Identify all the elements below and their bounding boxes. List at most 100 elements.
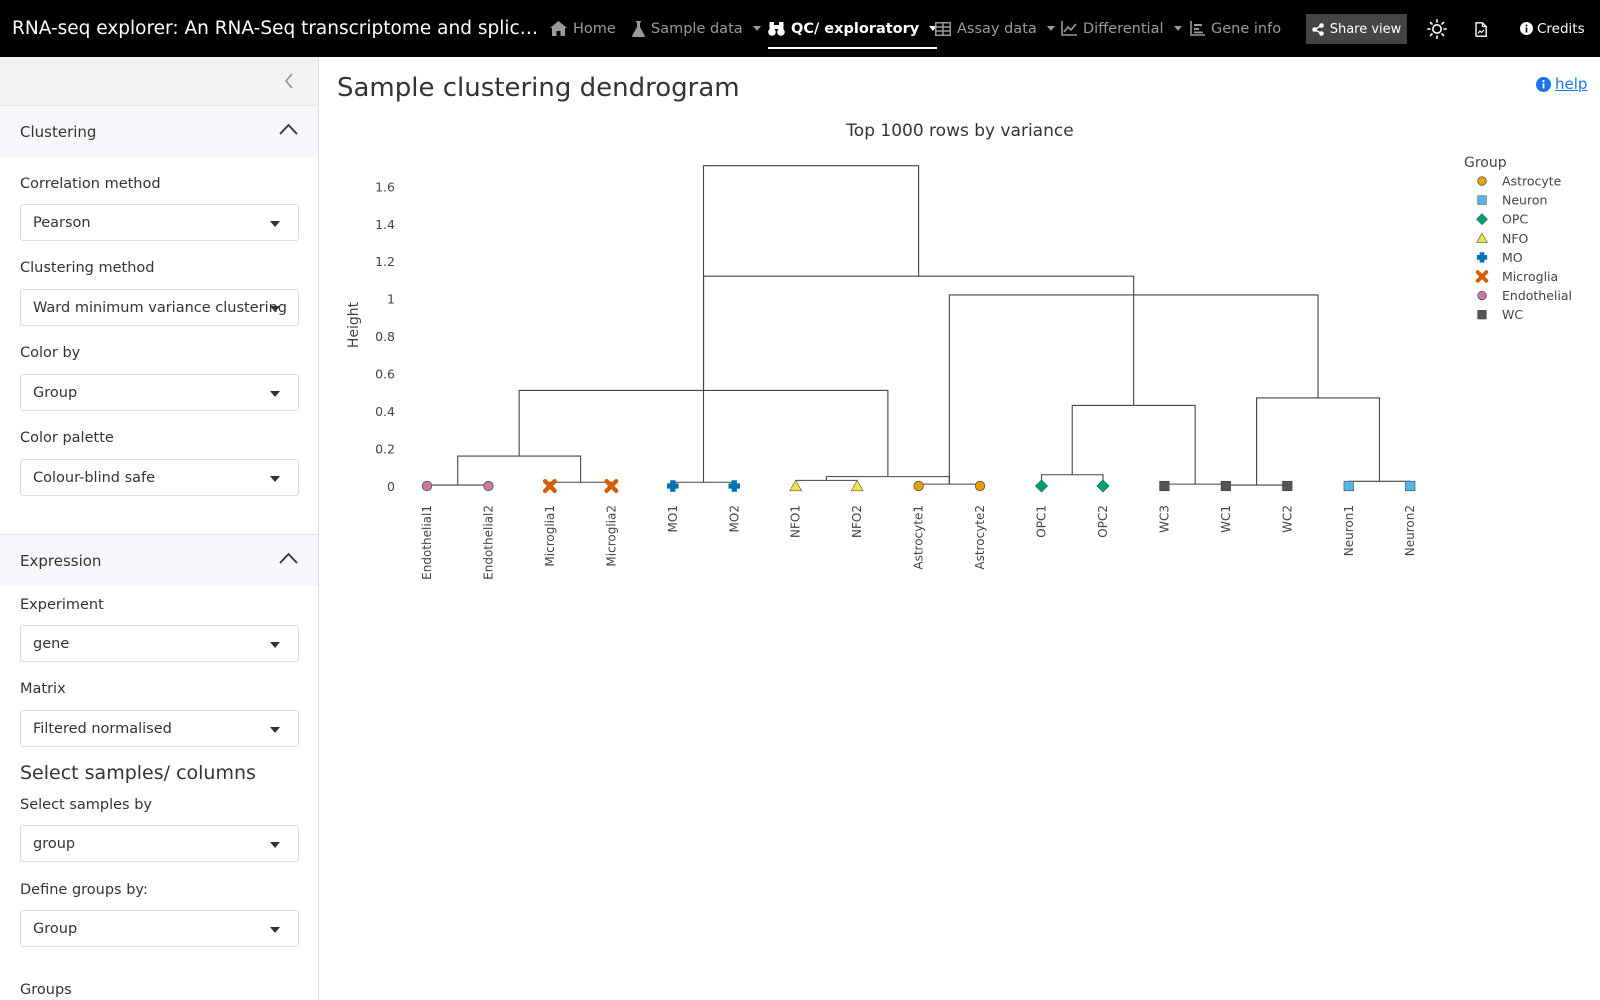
legend-label: NFO [1502, 231, 1529, 246]
leaf-marker-opc1 [1034, 479, 1049, 493]
legend-label: Astrocyte [1502, 174, 1562, 189]
chevron-left-icon [285, 73, 293, 89]
color-palette-label: Color palette [20, 430, 114, 446]
nav-qc-exploratory[interactable]: QC/ exploratory [768, 0, 938, 57]
nav-differential-label: Differential [1083, 20, 1164, 37]
y-tick-label: 0.2 [375, 442, 395, 457]
define-groups-label: Define groups by: [20, 882, 148, 898]
caret-down-icon [270, 391, 280, 397]
y-tick-label: 1.2 [375, 254, 395, 269]
x-tick-label: OPC2 [1096, 505, 1110, 538]
info-icon [1520, 22, 1533, 35]
clustering-section-header[interactable]: Clustering [0, 105, 318, 157]
dendrogram-branch [1163, 483, 1227, 486]
leaf-marker-endothelial2 [483, 480, 494, 492]
expression-section-header[interactable]: Expression [0, 534, 318, 586]
leaf-marker-endothelial1 [421, 480, 433, 492]
nav-gene-info[interactable]: Gene info [1190, 0, 1281, 57]
chart-title: Top 1000 rows by variance [845, 121, 1073, 141]
legend-label: WC [1502, 307, 1523, 322]
x-tick-label: NFO2 [850, 505, 864, 538]
x-tick-label: WC3 [1157, 505, 1171, 533]
collapse-sidebar-button[interactable] [280, 71, 298, 91]
sidebar: Clustering Correlation method Pearson Cl… [0, 57, 319, 1000]
dendrogram-branch [948, 294, 1319, 485]
theme-toggle-button[interactable] [1422, 14, 1452, 44]
define-groups-select[interactable]: Group [20, 910, 299, 947]
legend-label: Microglia [1502, 269, 1558, 284]
dendrogram-branch [1348, 480, 1411, 486]
legend-marker-wc [1477, 310, 1487, 320]
chevron-up-icon [279, 123, 298, 135]
main-panel: Sample clustering dendrogram help [320, 57, 1600, 1000]
matrix-select[interactable]: Filtered normalised [20, 710, 299, 747]
legend-marker-endothelial [1477, 291, 1487, 301]
legend-label: OPC [1502, 212, 1528, 227]
correlation-method-select[interactable]: Pearson [20, 204, 299, 241]
experiment-value: gene [33, 635, 70, 652]
nav-assay-data[interactable]: Assay data [935, 0, 1055, 57]
report-button[interactable] [1466, 14, 1496, 44]
leaf-marker-nfo2 [850, 479, 864, 492]
file-icon [1475, 21, 1487, 37]
home-icon [550, 21, 567, 36]
caret-down-icon [270, 642, 280, 648]
clustering-method-value: Ward minimum variance clustering [33, 299, 288, 316]
x-tick-label: MO1 [666, 505, 680, 532]
sidebar-header [0, 57, 318, 105]
color-by-select[interactable]: Group [20, 374, 299, 411]
color-palette-value: Colour-blind safe [33, 469, 156, 486]
color-palette-select[interactable]: Colour-blind safe [20, 459, 299, 496]
share-view-label: Share view [1329, 21, 1402, 37]
nav-differential[interactable]: Differential [1061, 0, 1182, 57]
x-tick-label: OPC1 [1035, 505, 1049, 538]
legend-label: Endothelial [1502, 288, 1572, 303]
caret-down-icon [270, 727, 280, 733]
leaf-marker-astrocyte1 [913, 480, 924, 492]
navbar: RNA-seq explorer: An RNA-Seq transcripto… [0, 0, 1600, 57]
select-samples-by-select[interactable]: group [20, 825, 299, 862]
dendrogram-branch [426, 484, 489, 486]
leaf-marker-wc1 [1220, 480, 1231, 492]
leaf-marker-neuron1 [1343, 480, 1354, 492]
nav-qc-label: QC/ exploratory [791, 20, 920, 37]
flask-icon [632, 20, 645, 37]
dendrogram-branch [918, 483, 981, 486]
dendrogram-branch [457, 455, 582, 486]
x-tick-label: Astrocyte1 [912, 505, 926, 570]
help-link[interactable]: help [1536, 75, 1587, 93]
sun-icon [1427, 19, 1447, 39]
dendrogram-branch [1256, 397, 1381, 486]
select-samples-by-value: group [33, 835, 76, 852]
dendrogram-branch [1040, 474, 1104, 486]
credits-link[interactable]: Credits [1520, 0, 1585, 57]
x-tick-label: NFO1 [789, 505, 803, 538]
caret-down-icon [270, 842, 280, 848]
credits-label: Credits [1537, 20, 1585, 37]
share-view-button[interactable]: Share view [1306, 14, 1407, 44]
leaf-marker-mo2 [728, 480, 741, 492]
nav-sample-data[interactable]: Sample data [632, 0, 761, 57]
caret-down-icon [270, 306, 280, 312]
x-tick-label: Microglia2 [604, 505, 618, 567]
select-samples-by-label: Select samples by [20, 797, 153, 813]
binoculars-icon [768, 22, 785, 36]
x-tick-label: WC2 [1280, 505, 1294, 533]
dendrogram-branch [702, 165, 920, 391]
y-axis-label: Height [346, 301, 362, 348]
nav-home[interactable]: Home [550, 0, 616, 57]
clustering-method-select[interactable]: Ward minimum variance clustering [20, 289, 299, 326]
leaf-marker-microglia2 [604, 479, 619, 493]
nav-assay-label: Assay data [957, 20, 1037, 37]
leaf-marker-astrocyte2 [974, 480, 986, 492]
legend-marker-astrocyte [1477, 176, 1487, 186]
line-chart-icon [1061, 21, 1077, 36]
x-tick-label: Microglia1 [543, 505, 557, 567]
x-tick-label: Neuron2 [1403, 505, 1417, 556]
dendrogram-branch [795, 479, 858, 486]
nav-home-label: Home [573, 20, 616, 37]
leaf-marker-opc2 [1096, 479, 1110, 493]
dendrogram-branch [1225, 484, 1288, 486]
experiment-select[interactable]: gene [20, 625, 299, 662]
nav-gene-info-label: Gene info [1211, 20, 1282, 37]
